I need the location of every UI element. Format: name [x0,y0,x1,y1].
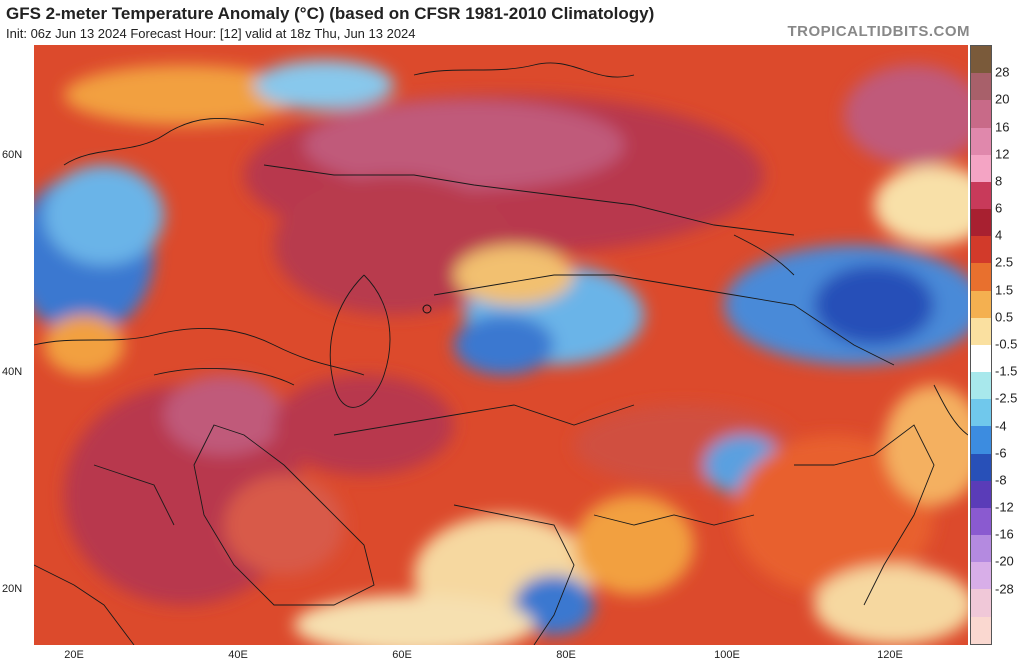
colorbar-segment [971,209,991,237]
colorbar-segment [971,507,991,536]
colorbar-segment [971,290,991,318]
colorbar-segment [971,236,991,264]
lon-label-60e: 60E [392,649,412,661]
colorbar-label: 20 [995,91,1010,107]
lon-label-80e: 80E [556,649,576,661]
colorbar-label: 2.5 [995,254,1014,270]
colorbar-label: 6 [995,200,1003,216]
colorbar-label: 28 [995,64,1010,80]
colorbar-label: -6 [995,445,1007,461]
map-title: GFS 2-meter Temperature Anomaly (°C) (ba… [6,4,655,23]
colorbar-segment [971,46,991,74]
colorbar-label: -0.5 [995,336,1018,352]
colorbar-segment [971,480,991,508]
colorbar-label: -1.5 [995,363,1018,379]
colorbar-label: -2.5 [995,390,1018,406]
colorbar-segment [971,589,991,617]
colorbar-segment [971,73,991,101]
colorbar-label: 16 [995,119,1010,135]
colorbar-segment [971,181,991,210]
colorbar-label: 1.5 [995,282,1014,298]
colorbar-label: 4 [995,227,1003,243]
colorbar-segment [971,616,991,644]
colorbar-segment [971,127,991,155]
lat-label-60n: 60N [2,149,23,161]
colorbar-label: 12 [995,146,1010,162]
colorbar-segment [971,263,991,291]
lon-label-40e: 40E [228,649,248,661]
colorbar-label: 8 [995,173,1003,189]
colorbar-label: -4 [995,418,1007,434]
colorbar-label: -12 [995,499,1014,515]
colorbar-segment [971,100,991,128]
colorbar [970,45,992,645]
lon-label-100e: 100E [714,649,740,661]
colorbar-segment [971,535,991,563]
colorbar-segment [971,426,991,454]
colorbar-label: -16 [995,526,1014,542]
colorbar-segment [971,344,991,373]
anomaly-map-canvas [34,45,968,645]
lat-label-40n: 40N [2,366,23,378]
colorbar-segment [971,317,991,345]
lon-label-20e: 20E [64,649,84,661]
colorbar-segment [971,453,991,481]
lon-label-120e: 120E [877,649,903,661]
colorbar-label: -8 [995,472,1007,488]
source-watermark: TROPICALTIDBITS.COM [787,23,970,40]
lat-label-20n: 20N [2,583,23,595]
colorbar-segment [971,562,991,590]
colorbar-segment [971,372,991,400]
forecast-info: Init: 06z Jun 13 2024 Forecast Hour: [12… [6,26,416,41]
colorbar-segment [971,154,991,182]
anomaly-map [34,45,968,645]
colorbar-segment [971,399,991,427]
colorbar-label: -20 [995,553,1014,569]
colorbar-label: 0.5 [995,309,1014,325]
colorbar-label: -28 [995,581,1014,597]
